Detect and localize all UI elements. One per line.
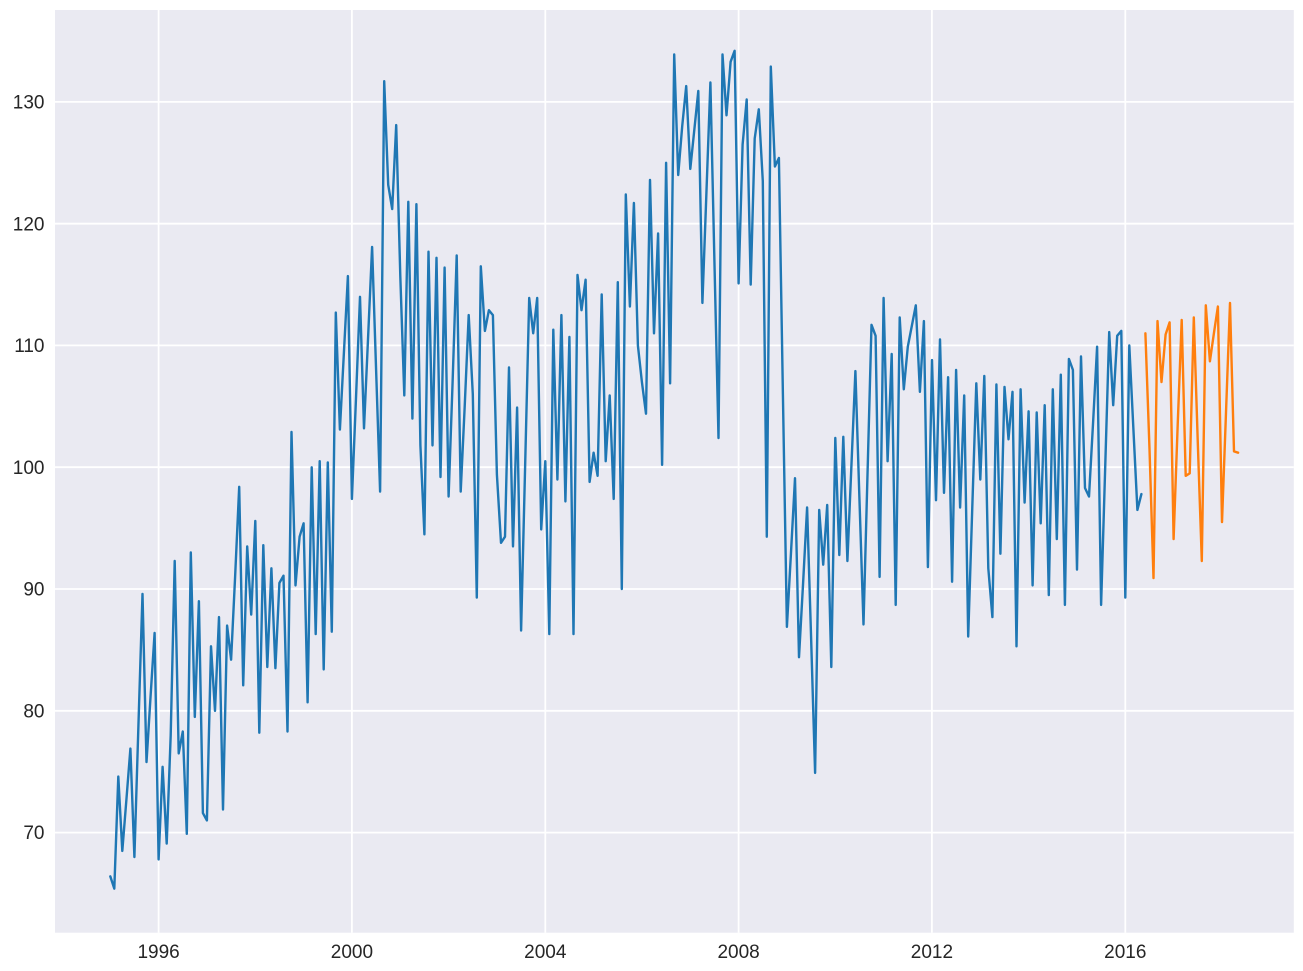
svg-text:80: 80 (23, 701, 44, 722)
svg-text:2012: 2012 (911, 942, 953, 963)
svg-text:120: 120 (13, 214, 45, 235)
svg-text:130: 130 (13, 93, 45, 114)
svg-text:100: 100 (13, 458, 45, 479)
svg-text:110: 110 (14, 336, 44, 357)
svg-text:2008: 2008 (717, 942, 759, 963)
svg-text:1996: 1996 (137, 942, 179, 963)
svg-text:2016: 2016 (1104, 942, 1146, 963)
svg-text:90: 90 (23, 580, 44, 601)
svg-text:2000: 2000 (331, 942, 373, 963)
svg-text:2004: 2004 (524, 942, 567, 963)
svg-text:70: 70 (23, 823, 44, 844)
